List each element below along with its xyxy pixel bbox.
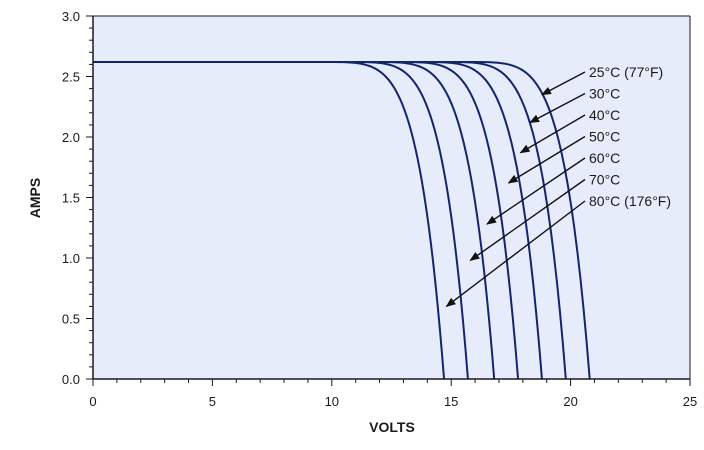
curve-label: 80°C (176°F) [589,193,671,209]
x-tick-label: 5 [209,394,216,409]
curve-label-arrow [529,92,586,124]
curve-label-arrow [541,71,586,96]
curve-label: 40°C [589,107,620,123]
y-axis-title: AMPS [27,178,43,218]
curve-label-arrow [486,157,586,225]
x-tick-label: 25 [683,394,697,409]
curve-series-6 [93,60,446,380]
y-tick-label: 2.5 [62,70,80,85]
curve-label: 70°C [589,172,620,188]
y-tick-label: 1.5 [62,191,80,206]
axes-group: 0 5 10 15 20 25 0.0 0.5 1.0 1.5 2.0 2.5 3.0 [62,9,697,409]
curve-label-arrow [445,200,586,308]
x-tick-label: 20 [563,394,577,409]
curve-label-arrow [519,114,586,154]
curve-label: 60°C [589,150,620,166]
plot-background [93,16,690,379]
curve-label-arrow [507,135,586,184]
y-tick-label: 0.5 [62,312,80,327]
annotations-group: 25°C (77°F) 30°C 40°C 50°C 60°C 70°C 80°C (176… [445,64,671,308]
curves-group [93,60,591,380]
x-tick-label: 15 [444,394,458,409]
curve-label-arrow [469,178,586,261]
curve-label: 50°C [589,129,620,145]
x-axis-title: VOLTS [369,419,415,435]
curve-label: 25°C (77°F) [589,64,663,80]
y-tick-label: 3.0 [62,9,80,24]
y-tick-label: 1.0 [62,251,80,266]
y-tick-label: 0.0 [62,372,80,387]
curve-label: 30°C [589,86,620,102]
x-tick-label: 0 [89,394,96,409]
x-tick-label: 10 [325,394,339,409]
y-tick-label: 2.0 [62,130,80,145]
